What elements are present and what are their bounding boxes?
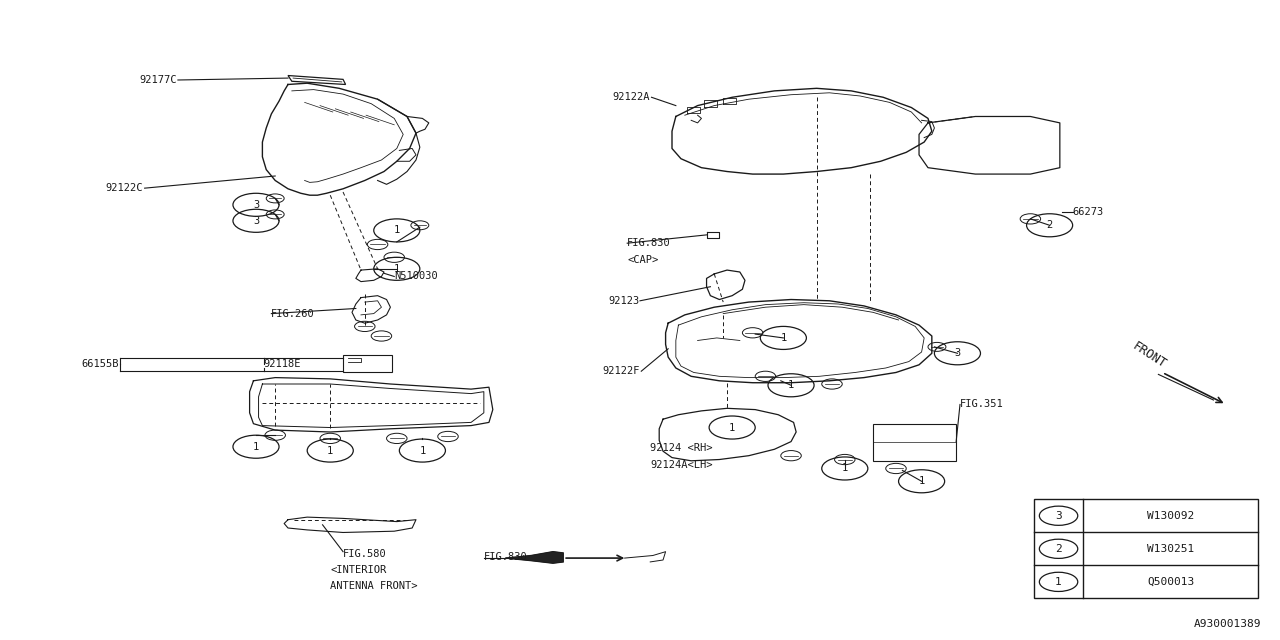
Text: 1: 1	[253, 442, 259, 452]
Text: 2: 2	[1055, 544, 1062, 554]
Text: 92177C: 92177C	[140, 75, 177, 85]
Text: FRONT: FRONT	[1130, 340, 1169, 371]
Bar	[873, 424, 956, 461]
Text: 92123: 92123	[609, 296, 640, 306]
Text: FIG.260: FIG.260	[271, 308, 315, 319]
Text: Q500013: Q500013	[1147, 577, 1194, 587]
Text: 1: 1	[420, 445, 425, 456]
Text: 1: 1	[328, 445, 333, 456]
Text: 92118E: 92118E	[264, 358, 301, 369]
Text: FIG.580: FIG.580	[343, 548, 387, 559]
Text: 92124A<LH>: 92124A<LH>	[650, 460, 713, 470]
Bar	[1034, 499, 1258, 598]
Text: 1: 1	[394, 264, 399, 274]
Text: 1: 1	[1055, 577, 1062, 587]
Text: 3: 3	[253, 200, 259, 210]
Text: W130092: W130092	[1147, 511, 1194, 521]
Text: 1: 1	[842, 463, 847, 474]
Text: N510030: N510030	[394, 271, 438, 282]
Text: 1: 1	[781, 333, 786, 343]
Text: 3: 3	[253, 216, 259, 226]
Text: ANTENNA FRONT>: ANTENNA FRONT>	[330, 580, 417, 591]
Bar	[343, 355, 392, 372]
Text: FIG.830: FIG.830	[484, 552, 527, 562]
Text: 1: 1	[730, 422, 735, 433]
Text: 2: 2	[1047, 220, 1052, 230]
Text: 92122F: 92122F	[603, 366, 640, 376]
Text: FIG.830: FIG.830	[627, 238, 671, 248]
Text: W130251: W130251	[1147, 544, 1194, 554]
Text: 1: 1	[394, 225, 399, 236]
Text: A930001389: A930001389	[1193, 619, 1261, 629]
Text: 92122C: 92122C	[106, 183, 143, 193]
Text: 66155B: 66155B	[82, 358, 119, 369]
Text: FIG.351: FIG.351	[960, 399, 1004, 410]
Text: <INTERIOR: <INTERIOR	[330, 564, 387, 575]
Text: 3: 3	[955, 348, 960, 358]
Text: 92124 <RH>: 92124 <RH>	[650, 443, 713, 453]
Text: 1: 1	[788, 380, 794, 390]
Text: 3: 3	[1055, 511, 1062, 521]
Text: 92122A: 92122A	[613, 92, 650, 102]
Polygon shape	[506, 552, 563, 563]
Text: 1: 1	[919, 476, 924, 486]
Text: <CAP>: <CAP>	[627, 255, 658, 265]
Text: 66273: 66273	[1073, 207, 1103, 218]
